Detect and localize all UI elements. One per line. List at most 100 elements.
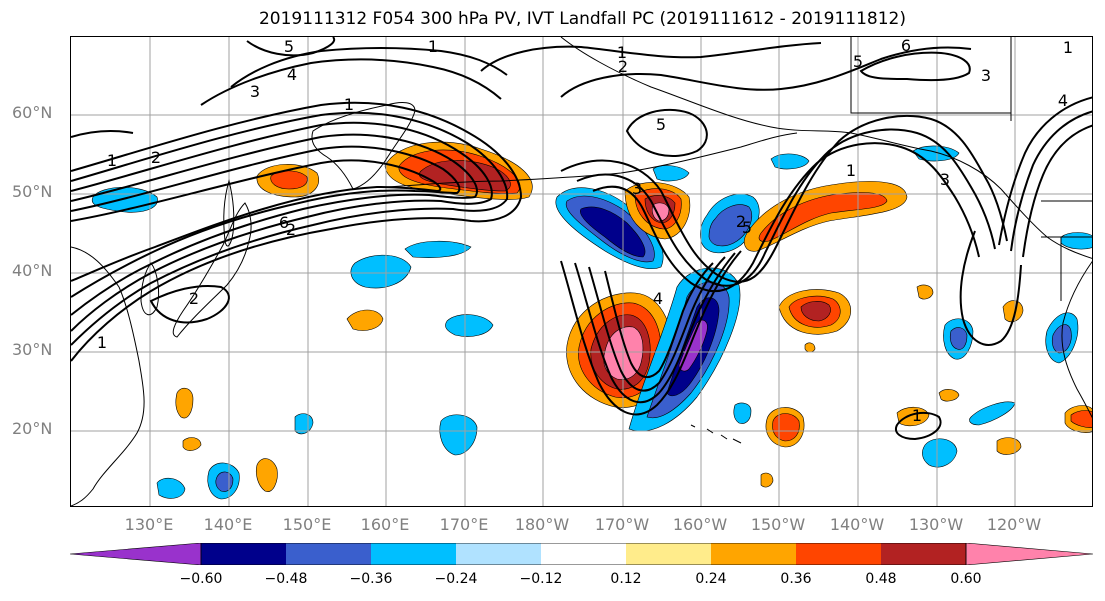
anomaly-patch	[949, 327, 968, 350]
anomaly-patch	[969, 401, 1016, 426]
pv-contour	[1022, 124, 1092, 258]
anomaly-patch	[1070, 410, 1092, 428]
pv-contour	[71, 121, 493, 332]
anomaly-patch	[804, 342, 816, 353]
contour-label: 1	[912, 406, 922, 425]
contour-label: 1	[344, 95, 354, 114]
pv-contour	[859, 51, 971, 82]
contour-label: 2	[286, 220, 296, 239]
pv-contour	[71, 145, 461, 298]
anomaly-patch	[938, 389, 960, 402]
contour-label: 2	[151, 148, 161, 167]
lat-label-50n: 50°N	[12, 182, 53, 201]
lat-label-40n: 40°N	[12, 261, 53, 280]
contour-label: 1	[1063, 38, 1073, 57]
lon-label-170w: 170°W	[594, 515, 650, 534]
anomaly-patch	[652, 165, 690, 182]
contour-label: 6	[901, 37, 911, 55]
contour-label: 2	[618, 57, 628, 76]
hawaii-islands	[690, 424, 742, 444]
anomaly-patch	[255, 458, 278, 492]
alaska-box-border	[850, 37, 1012, 114]
pv-contour	[71, 133, 478, 316]
colorbar-segment	[711, 543, 796, 565]
lon-label-160w: 160°W	[672, 515, 728, 534]
lon-label-160e: 160°E	[360, 515, 410, 534]
anomaly-patch	[916, 284, 934, 300]
lon-label-130w: 130°W	[908, 515, 964, 534]
anomaly-patch	[1060, 232, 1092, 250]
pv-contour	[71, 101, 523, 362]
colorbar-segment	[541, 543, 626, 565]
colorbar-segment	[796, 543, 881, 565]
colorbar-tick-label: −0.36	[349, 571, 393, 587]
contour-label: 3	[981, 66, 991, 85]
contour-label: 3	[632, 179, 642, 198]
lon-label-150w: 150°W	[750, 515, 806, 534]
colorbar-segment	[456, 543, 541, 565]
colorbar-tick-label: −0.12	[519, 571, 563, 587]
anomaly-patch	[175, 387, 194, 419]
pv-contour	[574, 252, 736, 404]
alaska-coastline	[560, 37, 1092, 259]
pv-contours	[71, 37, 1092, 441]
contour-label: 5	[284, 37, 294, 56]
anomaly-patch	[1002, 300, 1024, 323]
colorbar-segment	[201, 543, 286, 565]
contour-label: 4	[1058, 91, 1068, 110]
colorbar-tick-label: 0.60	[950, 571, 982, 587]
contour-label: 5	[853, 52, 863, 71]
shaded-anomaly-fields	[91, 141, 1092, 500]
lat-label-20n: 20°N	[12, 419, 53, 438]
pv-contour	[560, 250, 742, 416]
pv-contour	[588, 256, 726, 392]
map-panel[interactable]: 5 4 3 1 2 1 2 1 2 1 6 5 3 4 1 3 2 1 5 4 …	[70, 36, 1093, 507]
pv-contour	[71, 129, 134, 138]
colorbar-low-extension	[70, 543, 202, 565]
pv-contour	[604, 262, 714, 379]
graticule	[71, 37, 1092, 506]
anomaly-patch	[922, 438, 958, 468]
contour-label: 1	[428, 37, 438, 56]
colorbar-segment	[286, 543, 371, 565]
pv-contour	[625, 108, 708, 158]
anomaly-patch	[708, 204, 752, 247]
contour-label: 5	[742, 218, 752, 237]
contour-label: 6	[279, 213, 289, 232]
lon-label-140w: 140°W	[829, 515, 885, 534]
lon-label-140e: 140°E	[203, 515, 253, 534]
anomaly-patch	[800, 301, 831, 322]
colorbar-tick-label: 0.36	[780, 571, 812, 587]
lat-label-30n: 30°N	[12, 340, 53, 359]
lon-label-170e: 170°E	[439, 515, 489, 534]
pv-contour	[560, 114, 1008, 283]
lat-label-60n: 60°N	[12, 103, 53, 122]
colorbar-tick-label: 0.24	[695, 571, 727, 587]
asia-coastline	[71, 246, 145, 506]
pv-contour	[1010, 110, 1092, 252]
anomaly-patch	[445, 314, 494, 337]
pv-contour	[560, 46, 972, 98]
contour-label: 1	[97, 333, 107, 352]
contour-label: 1	[107, 151, 117, 170]
contour-label: 3	[250, 82, 260, 101]
lon-label-180w: 180°W	[514, 515, 570, 534]
japan-coastline	[172, 202, 252, 338]
anomaly-patch	[91, 186, 158, 213]
pv-contour	[998, 96, 1092, 246]
anomaly-patch	[580, 206, 646, 258]
anomaly-patch	[182, 437, 202, 451]
anomaly-patch	[651, 202, 670, 222]
anomaly-patch	[215, 471, 234, 492]
anomaly-patch	[772, 413, 800, 442]
na-border-line	[1010, 37, 1092, 301]
pv-contour	[592, 142, 980, 293]
colorbar-tick-label: −0.48	[264, 571, 308, 587]
contour-label: 5	[656, 115, 666, 134]
lon-label-120w: 120°W	[986, 515, 1042, 534]
pv-contour	[480, 42, 822, 72]
korea-coastline	[140, 262, 160, 316]
contour-label: 1	[846, 161, 856, 180]
contour-label: 2	[736, 212, 746, 231]
pv-contour	[71, 159, 442, 282]
